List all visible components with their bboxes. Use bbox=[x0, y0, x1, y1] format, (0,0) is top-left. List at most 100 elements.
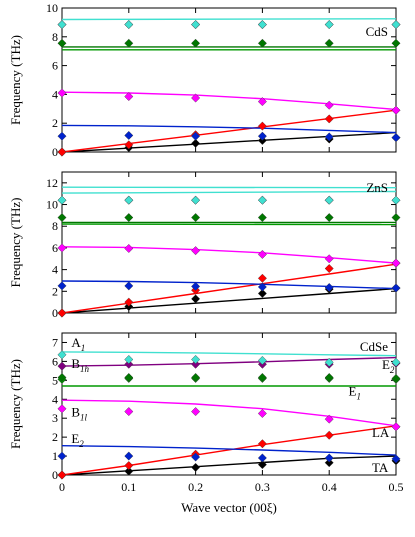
data-point-B1h bbox=[57, 38, 67, 48]
y-tick-label: 5 bbox=[52, 373, 58, 387]
mode-label: E2 bbox=[382, 357, 395, 375]
data-point-LA bbox=[57, 308, 67, 318]
y-tick-label: 3 bbox=[52, 411, 58, 425]
series-line-A1 bbox=[62, 186, 396, 189]
data-point-B1l bbox=[57, 88, 67, 98]
data-point-A1 bbox=[391, 20, 401, 30]
y-tick-label: 6 bbox=[52, 59, 58, 73]
plot-frame bbox=[61, 171, 397, 314]
data-point-B1h bbox=[191, 213, 201, 223]
series-line-E2_low bbox=[62, 280, 396, 290]
data-point-B1l bbox=[324, 100, 334, 110]
data-point-E2_low bbox=[324, 132, 334, 142]
x-tick-label: 0.5 bbox=[389, 480, 404, 494]
data-point-LA bbox=[57, 470, 67, 480]
data-point-E2_low bbox=[191, 131, 201, 141]
data-point-E2_high bbox=[124, 359, 134, 369]
x-tick-label: 0.4 bbox=[322, 480, 337, 494]
y-tick-label: 4 bbox=[52, 263, 58, 277]
data-point-A1 bbox=[57, 350, 67, 360]
x-axis-title: Wave vector (00ξ) bbox=[181, 500, 277, 515]
x-tick-label: 0.2 bbox=[188, 480, 203, 494]
data-point-E2_low bbox=[191, 281, 201, 291]
series-line-B1l bbox=[62, 91, 396, 111]
data-point-E2_low bbox=[124, 281, 134, 291]
data-point-TA bbox=[257, 460, 267, 470]
data-point-E2_low bbox=[191, 452, 201, 462]
mode-label: LA bbox=[372, 425, 390, 440]
data-point-E2_low bbox=[324, 283, 334, 292]
data-point-E2_low bbox=[391, 283, 401, 293]
data-point-TA bbox=[191, 294, 201, 304]
series-line-B1l bbox=[62, 246, 396, 264]
y-tick-label: 8 bbox=[52, 30, 58, 44]
y-tick-label: 2 bbox=[52, 116, 58, 130]
plot-frame bbox=[61, 7, 397, 153]
plot-frame bbox=[61, 332, 397, 476]
data-point-B1l bbox=[391, 258, 401, 268]
series-line-E2_low bbox=[62, 445, 396, 456]
data-point-LA bbox=[57, 147, 67, 157]
data-point-LA bbox=[257, 121, 267, 131]
data-point-TA bbox=[191, 462, 201, 472]
data-point-B1l bbox=[124, 92, 134, 102]
data-point-A1 bbox=[324, 20, 334, 30]
y-tick-label: 2 bbox=[52, 430, 58, 444]
series-line-A1 bbox=[62, 18, 396, 21]
data-point-E2_low bbox=[124, 130, 134, 140]
data-point-B1l bbox=[191, 246, 201, 256]
panel-CdSe: 0 1 2 3 4 5 6 7 0 0.1 0.2 0.3 0.4 0.5 CdSe A1 B1h B1l E2 E2… bbox=[52, 332, 404, 494]
data-point-B1h bbox=[324, 38, 334, 48]
data-point-B1l bbox=[191, 407, 201, 417]
series-line-E2_high bbox=[62, 356, 396, 367]
data-point-B1h bbox=[124, 373, 134, 382]
plot-area bbox=[62, 186, 396, 313]
plot-area bbox=[62, 18, 396, 152]
data-point-A1 bbox=[257, 20, 267, 30]
data-point-B1l bbox=[124, 407, 134, 417]
y-tick-label: 6 bbox=[52, 354, 58, 368]
panel-CdS: 0 2 4 6 8 10 CdS bbox=[46, 1, 401, 159]
data-point-B1h bbox=[391, 373, 401, 383]
series-line-LA bbox=[62, 263, 396, 313]
data-point-B1l bbox=[257, 408, 267, 418]
data-point-E2_low bbox=[391, 454, 401, 464]
series-line-B1l bbox=[62, 399, 396, 427]
data-point-B1h bbox=[124, 38, 134, 48]
data-point-LA bbox=[324, 430, 334, 440]
data-point-B1h bbox=[191, 38, 201, 48]
data-point-B1l bbox=[124, 243, 134, 253]
data-point-B1l bbox=[257, 249, 267, 259]
data-point-B1l bbox=[191, 93, 201, 103]
data-point-B1h bbox=[391, 38, 401, 48]
series-line-LA bbox=[62, 425, 396, 475]
y-axis-title: Frequency (THz) bbox=[8, 198, 23, 288]
data-point-LA bbox=[324, 264, 334, 274]
data-point-LA bbox=[324, 114, 334, 124]
data-point-A1 bbox=[391, 357, 401, 367]
data-point-B1l bbox=[391, 422, 401, 432]
data-point-B1h bbox=[257, 213, 267, 223]
mode-label: TA bbox=[372, 460, 389, 475]
data-point-B1h bbox=[257, 373, 267, 382]
data-point-B1h bbox=[57, 213, 67, 223]
data-point-B1l bbox=[324, 254, 334, 264]
data-point-B1h bbox=[391, 213, 401, 223]
data-point-LA bbox=[124, 140, 134, 150]
y-tick-label: 0 bbox=[52, 468, 58, 482]
y-tick-label: 6 bbox=[52, 241, 58, 255]
series-line-A1 bbox=[62, 351, 396, 357]
data-point-A1 bbox=[57, 20, 67, 30]
data-point-A1 bbox=[191, 20, 201, 30]
data-point-A1 bbox=[191, 195, 201, 205]
y-tick-label: 1 bbox=[52, 449, 58, 463]
mode-label: B1h bbox=[71, 356, 89, 374]
series-line-E2_low bbox=[62, 124, 396, 134]
series-line-E1 bbox=[62, 223, 396, 226]
mode-label: B1l bbox=[71, 404, 87, 422]
data-point-B1l bbox=[257, 97, 267, 107]
data-point-E2_low bbox=[124, 451, 134, 461]
series-line-LA bbox=[62, 109, 396, 152]
data-point-B1l bbox=[391, 105, 401, 115]
